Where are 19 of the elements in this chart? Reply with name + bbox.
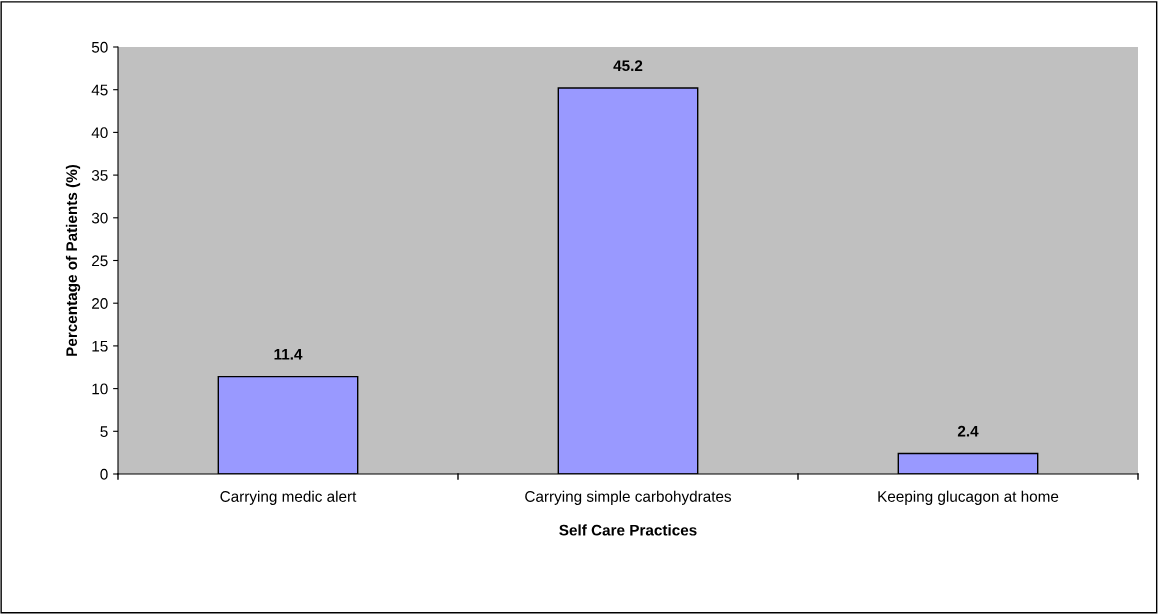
y-tick-label: 20 <box>92 298 108 309</box>
y-axis-title: Percentage of Patients (%) <box>65 164 81 356</box>
y-tick-label: 45 <box>91 84 108 96</box>
data-label: 45.2 <box>613 60 643 72</box>
y-tick-label: 0 <box>100 468 108 480</box>
y-tick-label: 5 <box>100 426 108 437</box>
y-tick-label: 25 <box>92 255 108 267</box>
y-tick-label: 35 <box>91 169 108 181</box>
x-tick-label: Keeping glucagon at home <box>878 490 1059 505</box>
y-tick-label: 40 <box>91 127 108 139</box>
x-tick-label: Carrying medic alert <box>220 490 357 505</box>
x-tick-label: Carrying simple carbohydrates <box>525 490 732 505</box>
data-label: 11.4 <box>274 349 303 360</box>
y-tick-label: 50 <box>91 41 108 53</box>
data-label: 2.4 <box>957 425 979 437</box>
y-tick-label: 30 <box>91 212 108 224</box>
y-tick-label: 15 <box>92 340 108 352</box>
y-tick-label: 10 <box>92 383 108 395</box>
x-axis-title: Self Care Practices <box>559 524 697 536</box>
